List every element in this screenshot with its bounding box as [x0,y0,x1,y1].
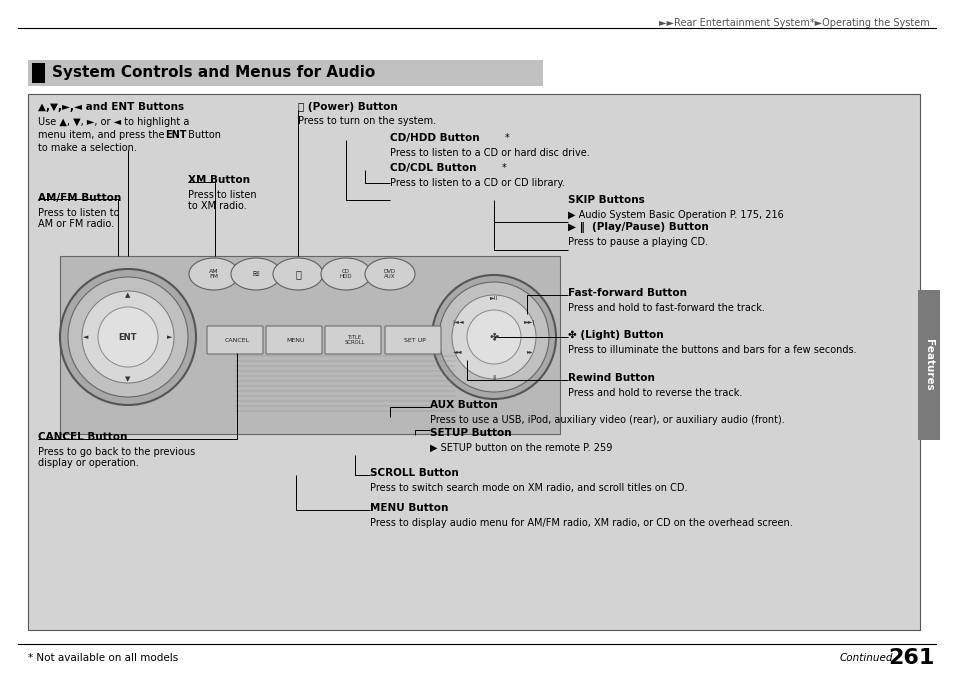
Circle shape [82,291,173,383]
Text: to make a selection.: to make a selection. [38,143,136,153]
Text: ►: ► [167,334,172,340]
Text: |◄◄: |◄◄ [452,319,463,325]
Bar [60,256,559,434]
Text: Press and hold to fast-forward the track.: Press and hold to fast-forward the track… [567,303,764,313]
Text: Press to display audio menu for AM/FM radio, XM radio, or CD on the overhead scr: Press to display audio menu for AM/FM ra… [370,518,792,528]
Text: XM Button: XM Button [188,175,250,185]
FancyBboxPatch shape [207,326,263,354]
Text: ◄: ◄ [83,334,89,340]
Text: AM
FM: AM FM [209,269,218,280]
Text: *: * [501,163,506,173]
Text: Press to listen: Press to listen [188,190,256,200]
Text: SET UP: SET UP [404,338,425,342]
Circle shape [467,310,520,364]
Ellipse shape [320,258,371,290]
Text: System Controls and Menus for Audio: System Controls and Menus for Audio [52,65,375,80]
Text: display or operation.: display or operation. [38,458,138,468]
Text: menu item, and press the: menu item, and press the [38,130,168,140]
Text: ENT: ENT [165,130,186,140]
Text: to XM radio.: to XM radio. [188,201,247,211]
Text: ||: || [492,374,496,379]
Text: ▶ Audio System Basic Operation P. 175, 216: ▶ Audio System Basic Operation P. 175, 2… [567,210,783,220]
Text: ✤: ✤ [489,332,498,342]
Text: ▲: ▲ [125,292,131,298]
Text: CANCEL: CANCEL [224,338,250,342]
Text: TITLE
SCROLL: TITLE SCROLL [344,334,365,345]
Text: *: * [504,133,509,143]
Text: ►►Rear Entertainment System*►Operating the System: ►►Rear Entertainment System*►Operating t… [659,18,929,28]
Text: DVD
AUX: DVD AUX [383,269,395,280]
Circle shape [432,275,556,399]
Text: Press to turn on the system.: Press to turn on the system. [297,116,436,126]
Text: ▲,▼,►,◄ and ENT Buttons: ▲,▼,►,◄ and ENT Buttons [38,102,184,112]
Circle shape [98,307,158,367]
Text: Fast-forward Button: Fast-forward Button [567,288,686,298]
Text: Press to listen to a CD or CD library.: Press to listen to a CD or CD library. [390,178,564,188]
Text: Press to pause a playing CD.: Press to pause a playing CD. [567,237,707,247]
Text: Rewind Button: Rewind Button [567,373,654,383]
Text: CANCEL Button: CANCEL Button [38,432,128,442]
Text: Features: Features [923,339,933,391]
Text: CD/CDL Button: CD/CDL Button [390,163,476,173]
Text: ◄◄: ◄◄ [453,350,462,355]
Text: ✤ (Light) Button: ✤ (Light) Button [567,330,663,340]
Text: ≋: ≋ [252,269,260,279]
Bar [32,63,45,83]
Bar [28,60,542,86]
Text: 261: 261 [887,648,934,668]
Text: Press to switch search mode on XM radio, and scroll titles on CD.: Press to switch search mode on XM radio,… [370,483,687,493]
Text: ►ll: ►ll [489,297,497,301]
Text: SCROLL Button: SCROLL Button [370,468,458,478]
FancyBboxPatch shape [266,326,322,354]
Circle shape [438,282,548,392]
Text: AM/FM Button: AM/FM Button [38,193,121,203]
Text: MENU Button: MENU Button [370,503,448,513]
Text: ►►|: ►►| [523,319,536,325]
Text: Use ▲, ▼, ►, or ◄ to highlight a: Use ▲, ▼, ►, or ◄ to highlight a [38,117,190,127]
Text: ▶ SETUP button on the remote P. 259: ▶ SETUP button on the remote P. 259 [430,443,612,453]
Text: SETUP Button: SETUP Button [430,428,511,438]
FancyBboxPatch shape [385,326,440,354]
Text: SKIP Buttons: SKIP Buttons [567,195,644,205]
Text: Press to illuminate the buttons and bars for a few seconds.: Press to illuminate the buttons and bars… [567,345,856,355]
Text: Press to listen to: Press to listen to [38,208,119,218]
Text: Button: Button [185,130,221,140]
Text: ▸▸: ▸▸ [526,350,533,355]
Text: Press to use a USB, iPod, auxiliary video (rear), or auxiliary audio (front).: Press to use a USB, iPod, auxiliary vide… [430,415,784,425]
Text: ENT: ENT [118,332,137,342]
Ellipse shape [231,258,281,290]
Circle shape [60,269,195,405]
Text: Press to listen to a CD or hard disc drive.: Press to listen to a CD or hard disc dri… [390,148,589,158]
Ellipse shape [365,258,415,290]
FancyBboxPatch shape [325,326,380,354]
Ellipse shape [189,258,239,290]
Text: ⏻: ⏻ [294,269,300,279]
Text: Press to go back to the previous: Press to go back to the previous [38,447,195,457]
Text: ▶ ‖  (Play/Pause) Button: ▶ ‖ (Play/Pause) Button [567,222,708,233]
Ellipse shape [273,258,323,290]
Text: AUX Button: AUX Button [430,400,497,410]
Text: Press and hold to reverse the track.: Press and hold to reverse the track. [567,388,741,398]
Text: ▼: ▼ [125,376,131,382]
Text: CD/HDD Button: CD/HDD Button [390,133,479,143]
Circle shape [68,277,188,397]
Text: AM or FM radio.: AM or FM radio. [38,219,114,229]
Bar [917,290,939,440]
Text: CD
HDD: CD HDD [339,269,352,280]
Circle shape [452,295,536,379]
Text: Continued: Continued [840,653,893,663]
Text: * Not available on all models: * Not available on all models [28,653,178,663]
Bar [28,94,919,630]
Text: MENU: MENU [287,338,305,342]
Text: ⏻ (Power) Button: ⏻ (Power) Button [297,102,397,112]
